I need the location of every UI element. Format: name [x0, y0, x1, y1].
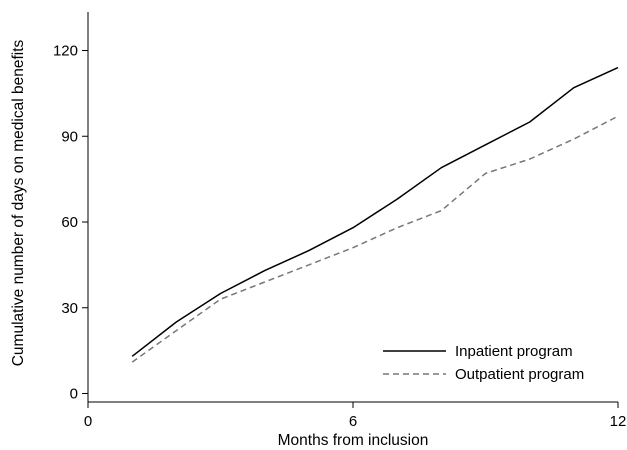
x-axis-title: Months from inclusion: [278, 432, 429, 449]
y-tick-label: 120: [53, 43, 78, 60]
series-line-inpatient: [131, 66, 619, 357]
x-tick-label: 6: [349, 413, 357, 430]
legend-label: Inpatient program: [455, 343, 573, 360]
y-axis-title: Cumulative number of days on medical ben…: [10, 39, 27, 366]
x-ticks: 0 6 12: [84, 402, 627, 430]
y-tick-label: 0: [70, 386, 78, 403]
legend: Inpatient program Outpatient program: [383, 343, 584, 383]
y-tick-label: 90: [61, 128, 78, 145]
x-tick-label: 12: [610, 413, 627, 430]
legend-label: Outpatient program: [455, 366, 584, 383]
x-tick-label: 0: [84, 413, 92, 430]
y-tick-label: 60: [61, 214, 78, 231]
y-ticks: 0 30 60 90 120: [53, 43, 88, 403]
series-layer: [131, 66, 619, 363]
y-tick-label: 30: [61, 300, 78, 317]
series-line-outpatient: [131, 115, 619, 363]
